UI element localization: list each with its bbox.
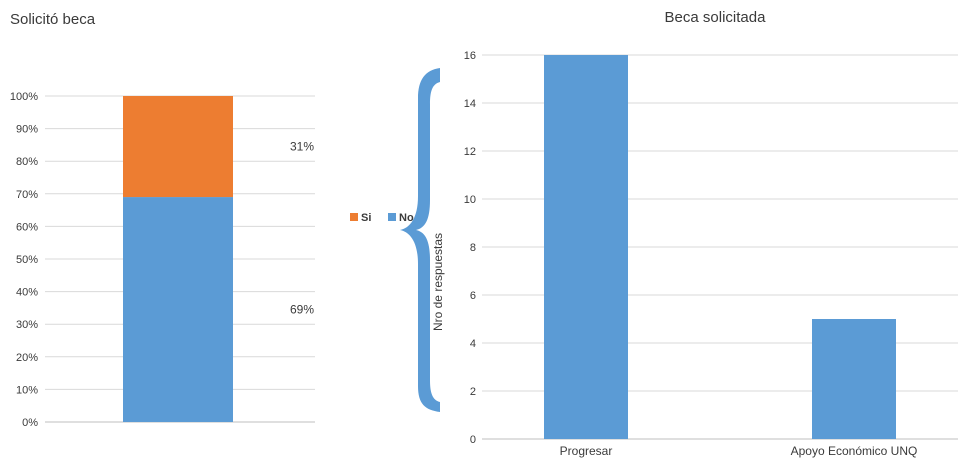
legend: Si No (350, 212, 414, 224)
right-bar-1 (812, 319, 896, 439)
right-y-tick-label: 4 (470, 338, 476, 350)
right-bar-0 (544, 55, 628, 439)
right-y-tick-label: 12 (464, 146, 476, 158)
left-chart-bars (123, 96, 233, 422)
left-y-tick-label: 100% (10, 91, 38, 103)
right-y-tick-label: 16 (464, 50, 476, 62)
right-chart-x-ticks: Progresar Apoyo Económico UNQ (560, 444, 918, 458)
legend-label-no: No (399, 212, 414, 224)
left-data-label-no: 69% (290, 303, 314, 317)
left-y-tick-label: 60% (16, 221, 38, 233)
left-y-tick-label: 80% (16, 156, 38, 168)
left-y-tick-label: 50% (16, 254, 38, 266)
right-chart-title: Beca solicitada (665, 9, 767, 26)
right-y-tick-label: 0 (470, 434, 476, 446)
legend-swatch-no (388, 213, 396, 221)
left-chart-title: Solicitó beca (10, 11, 96, 28)
left-chart-y-ticks: 0% 10% 20% 30% 40% 50% 60% 70% 80% 90% 100% (10, 91, 38, 429)
left-y-tick-label: 30% (16, 319, 38, 331)
left-y-tick-label: 10% (16, 384, 38, 396)
right-y-tick-label: 2 (470, 386, 476, 398)
right-chart: Beca solicitada Nro de respuestas 0 2 4 6 8 1… (431, 9, 958, 458)
left-chart: Solicitó beca 0% 10% 20% 30% 40% 50% 60% 70% 80%… (10, 11, 315, 429)
right-x-tick-label: Apoyo Económico UNQ (791, 444, 918, 458)
right-chart-y-ticks: 0 2 4 6 8 10 12 14 16 (464, 50, 476, 446)
left-bar-no (123, 197, 233, 422)
right-y-tick-label: 8 (470, 242, 476, 254)
right-chart-y-axis-label: Nro de respuestas (431, 233, 445, 331)
left-chart-data-labels: 69% 31% (290, 140, 314, 317)
left-y-tick-label: 70% (16, 189, 38, 201)
right-y-tick-label: 6 (470, 290, 476, 302)
left-data-label-si: 31% (290, 140, 314, 154)
right-x-tick-label: Progresar (560, 444, 613, 458)
right-y-tick-label: 14 (464, 98, 476, 110)
curly-brace-icon (400, 68, 440, 412)
right-y-tick-label: 10 (464, 194, 476, 206)
right-chart-bars (544, 55, 896, 439)
left-bar-si (123, 96, 233, 198)
left-y-tick-label: 20% (16, 352, 38, 364)
left-y-tick-label: 0% (22, 417, 38, 429)
legend-swatch-si (350, 213, 358, 221)
left-y-tick-label: 40% (16, 287, 38, 299)
left-y-tick-label: 90% (16, 124, 38, 136)
legend-label-si: Si (361, 212, 371, 224)
